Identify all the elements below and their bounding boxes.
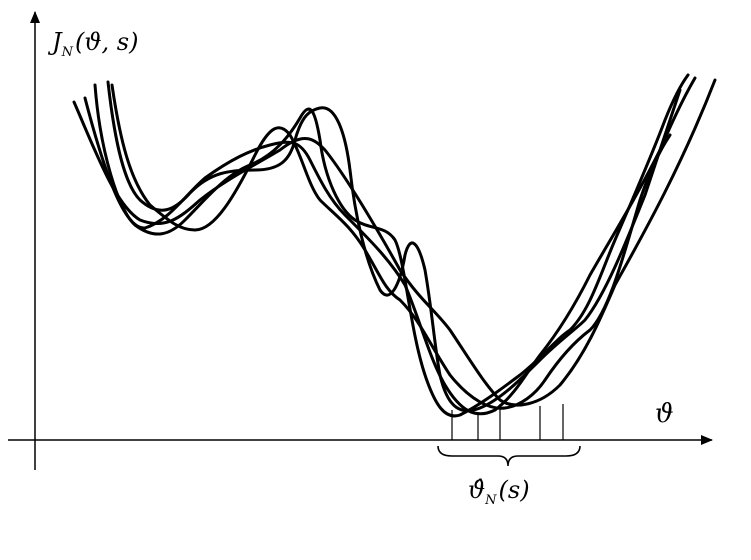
estimate-brace <box>437 445 581 467</box>
criterion-curves <box>72 73 717 418</box>
x-axis-label: ϑ <box>655 399 674 429</box>
estimate-label: ϑ̂N(s) <box>468 476 530 508</box>
criterion-curve <box>83 76 697 416</box>
estimate-subscript: N <box>484 493 497 508</box>
minima-markers <box>451 404 564 440</box>
y-label-args: (ϑ, s) <box>75 28 138 56</box>
criterion-curve <box>110 83 672 410</box>
estimate-symbol: ϑ̂ <box>468 476 485 504</box>
criterion-curve <box>93 73 690 418</box>
y-label-symbol: J <box>47 28 63 56</box>
y-axis-label: JN(ϑ, s) <box>47 28 138 60</box>
y-label-subscript: N <box>61 45 74 60</box>
estimate-args: (s) <box>499 476 530 504</box>
criterion-curve <box>106 80 682 413</box>
